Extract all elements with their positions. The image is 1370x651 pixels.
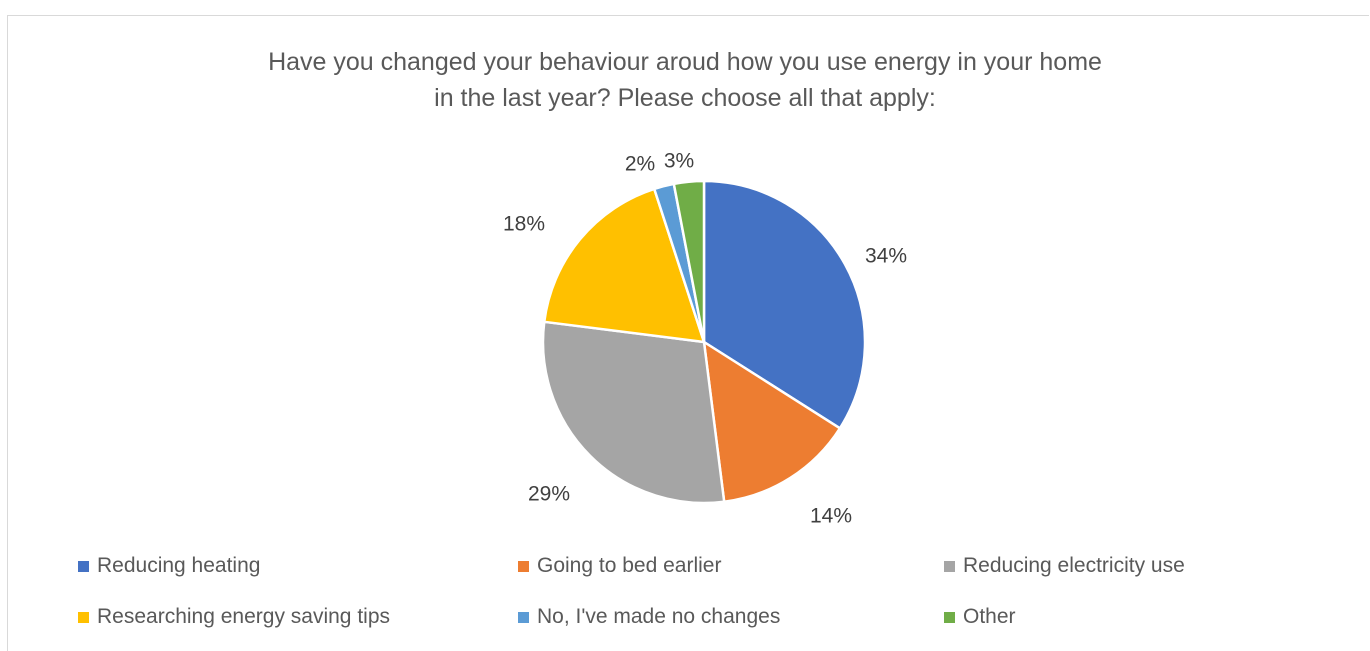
- legend-label-5: No, I've made no changes: [537, 605, 781, 628]
- legend-item-6: Other: [944, 604, 1016, 630]
- chart-title-line-2: in the last year? Please choose all that…: [434, 84, 936, 112]
- legend-swatch-2: [518, 560, 529, 572]
- pie-data-labels: 34% 14% 29% 18% 2% 3%: [503, 150, 907, 528]
- pie-slice-3: [541, 320, 726, 505]
- legend-label-6: Other: [963, 605, 1016, 628]
- legend-swatch-4: [78, 611, 89, 623]
- legend-swatch-5: [518, 611, 529, 623]
- pie-slice-4: [543, 187, 706, 344]
- legend-item-2: Going to bed earlier: [518, 553, 721, 579]
- legend-item-1: Reducing heating: [78, 553, 260, 579]
- chart-title: Have you changed your behaviour aroud ho…: [0, 44, 1370, 116]
- legend-label-3: Reducing electricity use: [963, 554, 1185, 577]
- legend-label-4: Researching energy saving tips: [97, 605, 390, 628]
- legend-label-2: Going to bed earlier: [537, 554, 722, 577]
- data-label-6: 3%: [664, 150, 694, 173]
- chart-area: [7, 15, 1369, 651]
- legend-label-1: Reducing heating: [97, 554, 261, 577]
- legend-swatch-3: [944, 560, 955, 572]
- pie-slices: [541, 179, 867, 505]
- legend-item-3: Reducing electricity use: [944, 553, 1185, 579]
- pie-slice-2: [702, 340, 842, 503]
- data-label-2: 14%: [810, 505, 852, 528]
- data-label-5: 2%: [625, 153, 655, 176]
- legend-swatch-1: [78, 560, 89, 572]
- legend-item-4: Researching energy saving tips: [78, 604, 390, 630]
- pie-slice-6: [672, 179, 706, 344]
- legend-swatch-6: [944, 611, 955, 623]
- data-label-4: 18%: [503, 213, 545, 236]
- data-label-1: 34%: [865, 245, 907, 268]
- chart-title-line-1: Have you changed your behaviour aroud ho…: [268, 48, 1102, 76]
- data-label-3: 29%: [528, 483, 570, 506]
- legend-item-5: No, I've made no changes: [518, 604, 780, 630]
